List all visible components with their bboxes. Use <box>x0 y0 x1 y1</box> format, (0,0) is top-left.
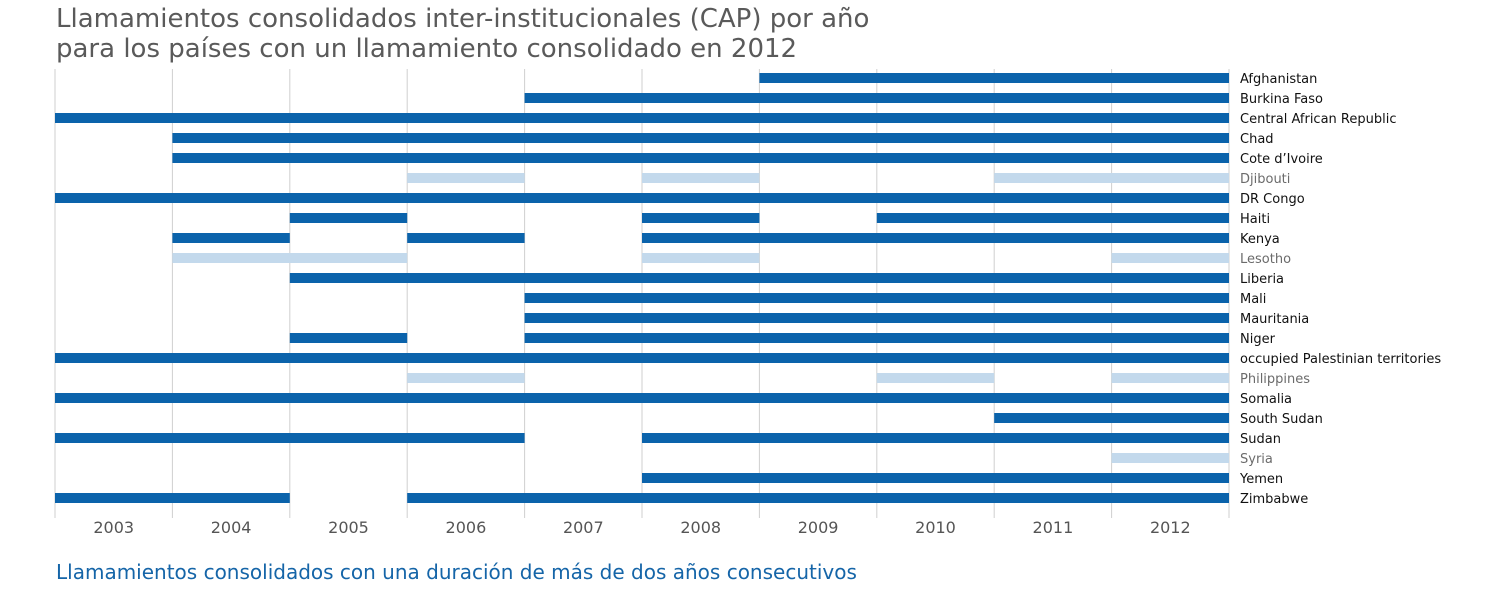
appeal-bar <box>642 213 760 223</box>
country-label: Niger <box>1240 332 1276 347</box>
country-label: South Sudan <box>1240 412 1323 427</box>
x-tick-label: 2005 <box>328 518 369 537</box>
country-label: Mauritania <box>1240 312 1309 327</box>
appeal-bar <box>407 233 525 243</box>
x-tick-label: 2003 <box>93 518 134 537</box>
x-tick-label: 2004 <box>211 518 252 537</box>
country-label: Mali <box>1240 292 1266 307</box>
country-label: occupied Palestinian territories <box>1240 352 1441 367</box>
appeal-bar <box>1111 253 1229 263</box>
appeal-bar <box>642 433 1229 443</box>
timeline-chart: 2003 2004 2005 2006 2007 2008 2009 2010 2011 2012… <box>54 69 1441 537</box>
x-tick-label: 2006 <box>446 518 487 537</box>
country-label: Haiti <box>1240 212 1270 227</box>
appeal-bar <box>876 373 995 383</box>
country-label: Afghanistan <box>1240 72 1317 87</box>
appeal-bar <box>642 473 1229 483</box>
x-tick-label: 2007 <box>563 518 604 537</box>
country-label: Sudan <box>1240 432 1281 447</box>
appeal-bar <box>289 273 1229 283</box>
country-label: Djibouti <box>1240 172 1290 187</box>
appeal-bar <box>55 353 1229 363</box>
appeal-bar <box>289 333 408 343</box>
chart-title-line-2: para los países con un llamamiento conso… <box>56 34 798 64</box>
country-label: Burkina Faso <box>1240 92 1323 107</box>
x-tick-label: 2012 <box>1150 518 1191 537</box>
appeal-bar <box>994 413 1229 423</box>
country-label: Syria <box>1240 452 1273 467</box>
country-label: Central African Republic <box>1240 112 1396 127</box>
appeal-bar <box>524 313 1229 323</box>
chart-title: Llamamientos consolidados inter-instituc… <box>56 4 1156 64</box>
country-label: Zimbabwe <box>1240 492 1308 507</box>
appeal-bar <box>759 73 1229 83</box>
appeal-bar <box>55 113 1229 123</box>
x-tick-label: 2011 <box>1033 518 1074 537</box>
chart-title-line-1: Llamamientos consolidados inter-instituc… <box>56 4 870 34</box>
appeal-bar <box>642 233 1229 243</box>
appeal-bar <box>524 293 1229 303</box>
appeal-bar <box>407 173 525 183</box>
appeal-bar <box>876 213 1229 223</box>
appeal-bar <box>524 333 1229 343</box>
country-label: Lesotho <box>1240 252 1291 267</box>
appeal-bar <box>407 373 525 383</box>
appeal-bar <box>172 133 1229 143</box>
appeal-bar <box>642 253 760 263</box>
appeal-bar <box>642 173 760 183</box>
x-tick-label: 2009 <box>798 518 839 537</box>
appeal-bar <box>55 393 1229 403</box>
appeal-bar <box>407 493 1229 503</box>
appeal-bar <box>172 233 290 243</box>
x-tick-label: 2008 <box>680 518 721 537</box>
appeal-bar <box>172 253 408 263</box>
appeal-bar <box>55 493 290 503</box>
appeal-bar <box>994 173 1229 183</box>
appeal-bar <box>55 193 1229 203</box>
appeal-bar <box>172 153 1229 163</box>
appeal-bar <box>524 93 1229 103</box>
appeal-bar <box>1111 453 1229 463</box>
chart-footnote: Llamamientos consolidados con una duraci… <box>56 560 857 584</box>
country-label: Chad <box>1240 132 1274 147</box>
country-label: DR Congo <box>1240 192 1305 207</box>
country-label: Somalia <box>1240 392 1292 407</box>
country-label: Yemen <box>1239 472 1283 487</box>
x-tick-label: 2010 <box>915 518 956 537</box>
country-label: Kenya <box>1240 232 1280 247</box>
appeal-bar <box>55 433 525 443</box>
appeal-bar <box>1111 373 1229 383</box>
appeal-bar <box>289 213 408 223</box>
country-label: Philippines <box>1240 372 1310 387</box>
country-label: Liberia <box>1240 272 1284 287</box>
country-label: Cote d’Ivoire <box>1240 152 1323 167</box>
